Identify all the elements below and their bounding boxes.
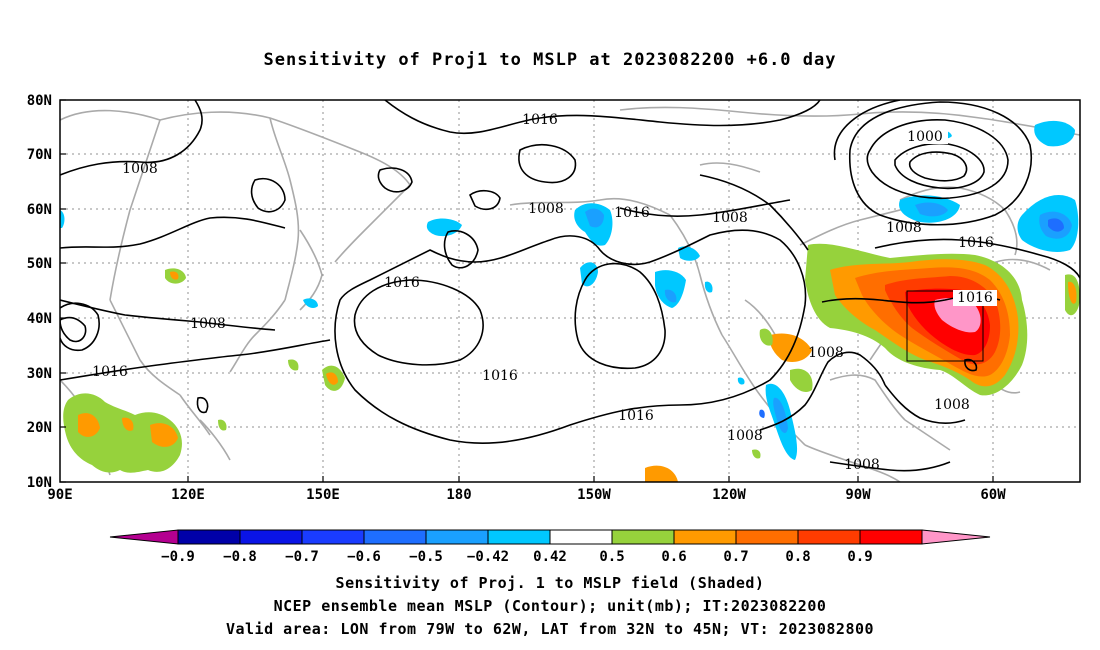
caption-line-1: Sensitivity of Proj. 1 to MSLP field (Sh… xyxy=(335,574,765,592)
latitude-labels: 80N 70N 60N 50N 40N 30N 20N 10N xyxy=(27,93,52,491)
contour-label: 1008 xyxy=(886,220,922,236)
colorbar-tick-label: −0.9 xyxy=(161,549,195,565)
colorbar-labels: −0.9 −0.8 −0.7 −0.6 −0.5 −0.42 0.42 0.5 0.6 0.7 0.… xyxy=(161,549,873,565)
longitude-labels: 90E 120E 150E 180 150W 120W 90W 60W xyxy=(47,487,1006,503)
contour-labels: 1016 1008 1000 1008 1016 1008 1016 1016 … xyxy=(92,112,997,473)
caption-line-3: Valid area: LON from 79W to 62W, LAT fro… xyxy=(225,620,875,638)
lon-label: 150W xyxy=(577,487,611,503)
contour-label: 1008 xyxy=(190,316,226,332)
contour-label: 1016 xyxy=(957,290,993,306)
colorbar-box xyxy=(363,529,427,545)
lat-label: 20N xyxy=(27,420,52,436)
colorbar-box xyxy=(611,529,675,545)
colorbar-arrow-left xyxy=(109,529,179,545)
contour-label: 1016 xyxy=(614,205,650,221)
lon-label: 150E xyxy=(306,487,340,503)
contour-label: 1008 xyxy=(122,161,158,177)
contour-label: 1016 xyxy=(958,235,994,251)
contour-label: 1016 xyxy=(522,112,558,128)
colorbar-tick-label: −0.8 xyxy=(223,549,257,565)
contour-label: 1016 xyxy=(618,408,654,424)
colorbar xyxy=(109,529,991,545)
axis-ticks xyxy=(60,99,994,483)
colorbar-box xyxy=(673,529,737,545)
lon-label: 120W xyxy=(712,487,746,503)
contour-label: 1016 xyxy=(92,364,128,380)
contour-label: 1008 xyxy=(934,397,970,413)
colorbar-arrow-right xyxy=(921,529,991,545)
colorbar-box xyxy=(425,529,489,545)
colorbar-box xyxy=(549,529,613,545)
colorbar-tick-label: −0.6 xyxy=(347,549,381,565)
valid-area-box xyxy=(906,290,984,362)
lon-label: 180 xyxy=(446,487,471,503)
lat-label: 50N xyxy=(27,256,52,272)
contour-label: 1016 xyxy=(482,368,518,384)
lat-label: 60N xyxy=(27,202,52,218)
colorbar-tick-label: −0.7 xyxy=(285,549,319,565)
colorbar-tick-label: 0.42 xyxy=(533,549,567,565)
lat-label: 10N xyxy=(27,475,52,491)
map-frame xyxy=(59,99,1081,483)
contour-label: 1016 xyxy=(384,275,420,291)
colorbar-tick-label: −0.5 xyxy=(409,549,443,565)
colorbar-box xyxy=(487,529,551,545)
mslp-contours xyxy=(60,100,1080,472)
contour-label: 1008 xyxy=(808,345,844,361)
contour-label: 1008 xyxy=(844,457,880,473)
lon-label: 90W xyxy=(845,487,871,503)
contour-label: 1008 xyxy=(727,428,763,444)
colorbar-tick-label: −0.42 xyxy=(467,549,509,565)
colorbar-box xyxy=(239,529,303,545)
colorbar-tick-label: 0.5 xyxy=(599,549,624,565)
contour-label: 1000 xyxy=(907,129,943,145)
colorbar-tick-label: 0.7 xyxy=(723,549,748,565)
colorbar-box xyxy=(859,529,923,545)
contour-label: 1008 xyxy=(528,201,564,217)
colorbar-box xyxy=(301,529,365,545)
lon-label: 90E xyxy=(47,487,72,503)
lon-label: 120E xyxy=(171,487,205,503)
lat-label: 70N xyxy=(27,147,52,163)
colorbar-box xyxy=(797,529,861,545)
colorbar-tick-label: 0.9 xyxy=(847,549,872,565)
colorbar-tick-label: 0.8 xyxy=(785,549,810,565)
lon-label: 60W xyxy=(980,487,1006,503)
contour-label: 1008 xyxy=(712,210,748,226)
lat-label: 30N xyxy=(27,366,52,382)
lat-label: 80N xyxy=(27,93,52,109)
colorbar-tick-label: 0.6 xyxy=(661,549,686,565)
chart-title: Sensitivity of Proj1 to MSLP at 20230822… xyxy=(263,50,837,70)
colorbar-box xyxy=(177,529,241,545)
caption-line-2: NCEP ensemble mean MSLP (Contour); unit(… xyxy=(273,597,827,615)
lat-label: 40N xyxy=(27,311,52,327)
colorbar-box xyxy=(735,529,799,545)
